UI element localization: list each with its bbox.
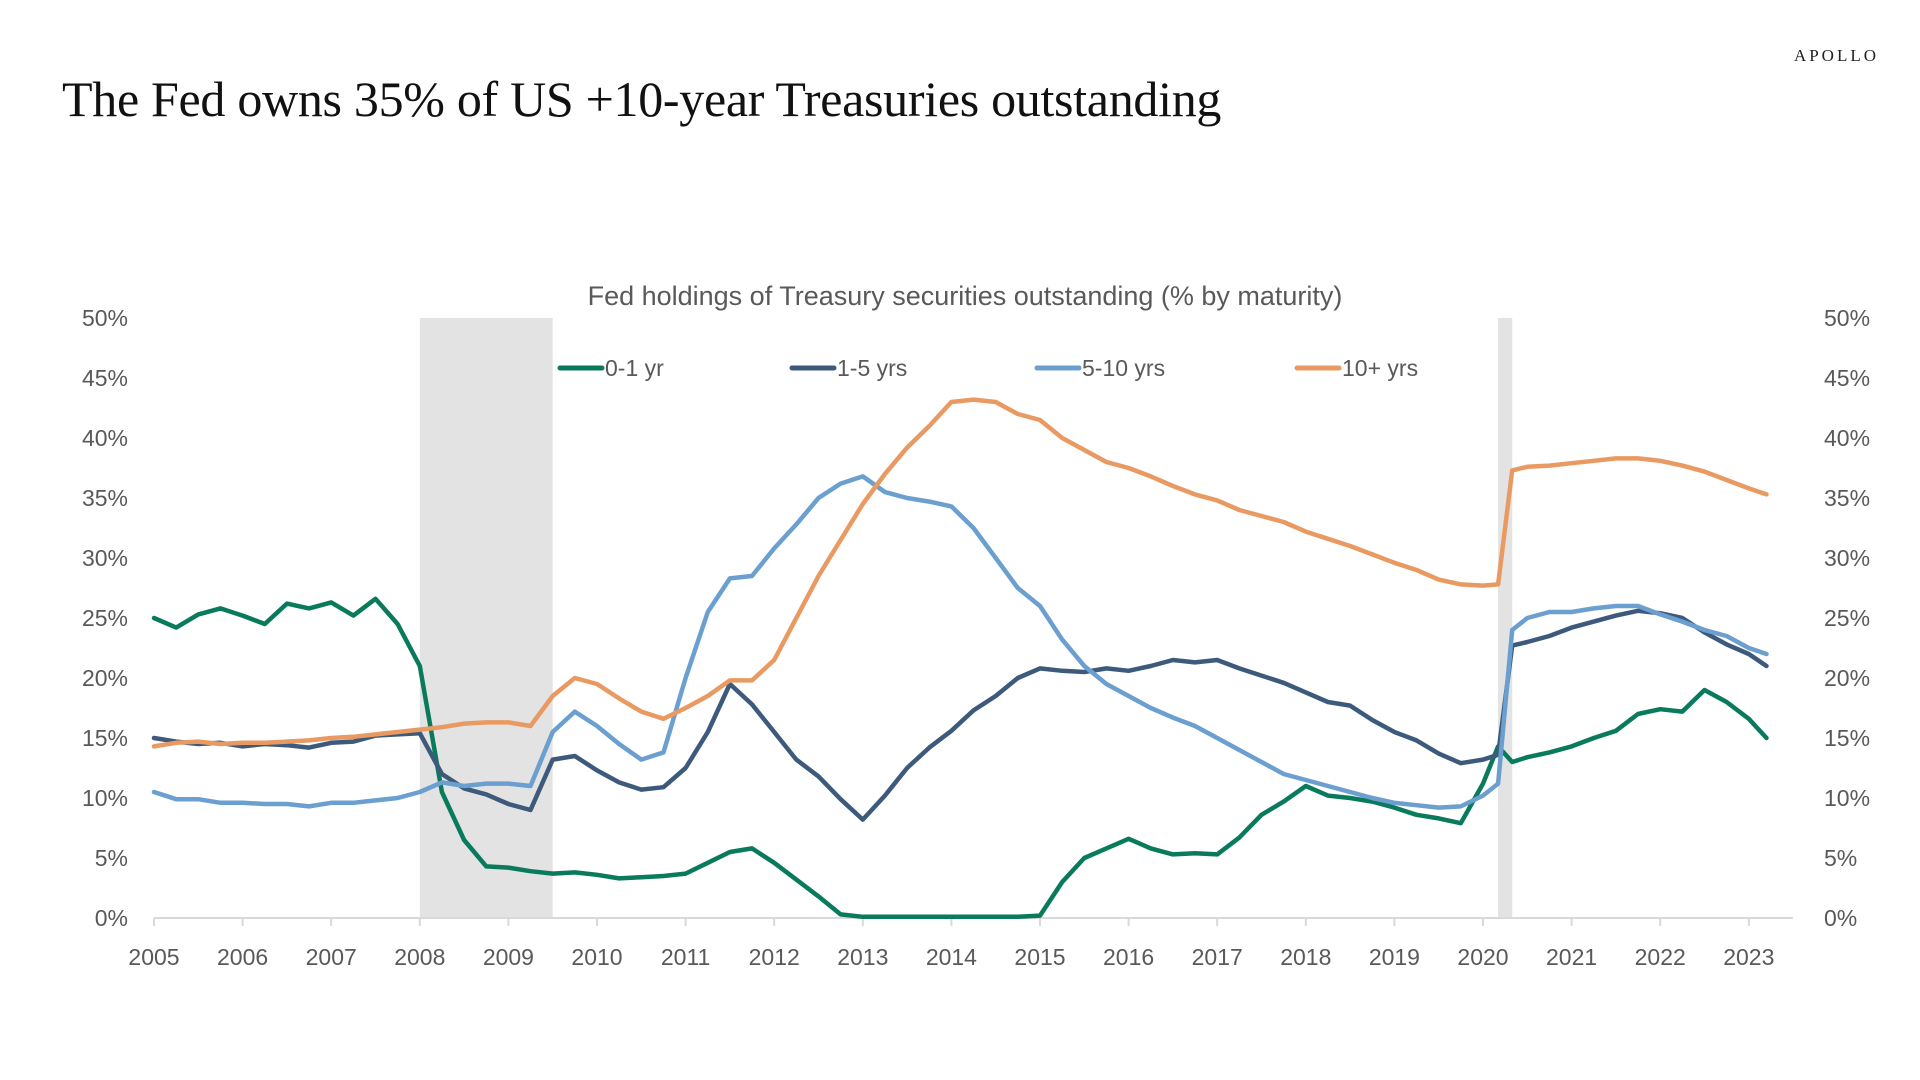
y-tick-label-left: 5%	[95, 845, 128, 871]
y-tick-label-left: 20%	[82, 665, 128, 691]
x-tick-label: 2011	[661, 944, 710, 970]
y-tick-label-right: 25%	[1824, 605, 1870, 631]
recession-band	[419, 318, 553, 918]
y-tick-label-right: 15%	[1824, 725, 1870, 751]
y-tick-label-right: 20%	[1824, 665, 1870, 691]
x-tick-label: 2023	[1723, 944, 1774, 970]
series-line-10plus-yrs	[151, 397, 1769, 749]
y-tick-label-left: 25%	[82, 605, 128, 631]
x-tick-label: 2021	[1546, 944, 1597, 970]
x-tick-label: 2005	[128, 944, 179, 970]
x-tick-label: 2020	[1457, 944, 1508, 970]
x-tick-label: 2013	[837, 944, 888, 970]
legend-label-1-5-yrs: 1-5 yrs	[837, 355, 907, 381]
series-line-5-10-yrs	[151, 474, 1769, 810]
x-tick-label: 2010	[571, 944, 622, 970]
legend-label-0-1-yr: 0-1 yr	[605, 355, 664, 381]
y-tick-label-left: 10%	[82, 785, 128, 811]
y-tick-label-right: 30%	[1824, 545, 1870, 571]
y-tick-label-left: 40%	[82, 425, 128, 451]
y-tick-label-left: 45%	[82, 365, 128, 391]
x-tick-label: 2007	[306, 944, 357, 970]
y-tick-label-right: 50%	[1824, 305, 1870, 331]
axes: 2005 2006 2007 2008 2009 2010 2011 2012 2013 2014…	[82, 305, 1870, 970]
x-tick-label: 2009	[483, 944, 534, 970]
y-tick-label-right: 10%	[1824, 785, 1870, 811]
x-tick-label: 2016	[1103, 944, 1154, 970]
x-tick-label: 2019	[1369, 944, 1420, 970]
x-tick-label: 2022	[1635, 944, 1686, 970]
x-tick-label: 2012	[749, 944, 800, 970]
y-tick-label-right: 0%	[1824, 905, 1857, 931]
x-tick-label: 2008	[394, 944, 445, 970]
y-tick-label-right: 5%	[1824, 845, 1857, 871]
chart-title: Fed holdings of Treasury securities outs…	[588, 281, 1343, 311]
series-line-0-1-yr	[151, 596, 1769, 920]
brand-logo: APOLLO	[1793, 46, 1879, 65]
y-tick-label-left: 0%	[95, 905, 128, 931]
y-tick-label-left: 35%	[82, 485, 128, 511]
legend-label-5-10-yrs: 5-10 yrs	[1082, 355, 1165, 381]
series-layer	[151, 397, 1769, 920]
page-title: The Fed owns 35% of US +10-year Treasuri…	[62, 71, 1222, 127]
x-tick-label: 2014	[926, 944, 977, 970]
legend-label-10plus-yrs: 10+ yrs	[1342, 355, 1418, 381]
legend: 0-1 yr 1-5 yrs 5-10 yrs 10+ yrs	[557, 355, 1418, 381]
x-tick-label: 2006	[217, 944, 268, 970]
series-line-1-5-yrs	[151, 608, 1769, 822]
y-tick-label-right: 40%	[1824, 425, 1870, 451]
y-tick-label-right: 45%	[1824, 365, 1870, 391]
x-tick-label: 2017	[1192, 944, 1243, 970]
y-tick-label-left: 50%	[82, 305, 128, 331]
recession-shading-layer	[419, 318, 1513, 918]
x-tick-label: 2015	[1014, 944, 1065, 970]
x-tick-label: 2018	[1280, 944, 1331, 970]
y-tick-label-left: 15%	[82, 725, 128, 751]
recession-band	[1498, 318, 1513, 918]
y-tick-label-left: 30%	[82, 545, 128, 571]
y-tick-label-right: 35%	[1824, 485, 1870, 511]
